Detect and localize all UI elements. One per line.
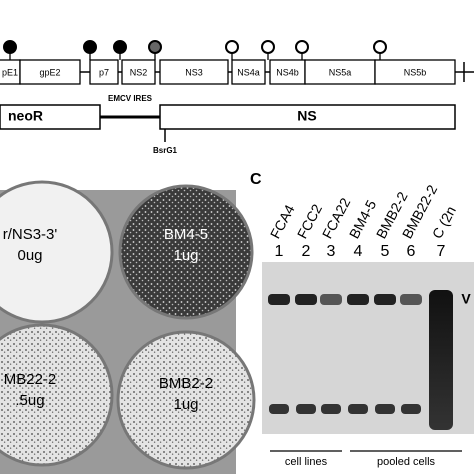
- site-marker: [83, 40, 97, 54]
- smear: [429, 290, 453, 430]
- site-marker: [261, 40, 275, 54]
- group-label: pooled cells: [377, 456, 436, 468]
- lane-number: 6: [407, 243, 416, 260]
- genome-map: pE1 gpE2 p7 NS2 NS3 NS4a NS4b NS5a NS5b: [0, 40, 474, 85]
- plate-name: r/NS3-3': [3, 226, 58, 243]
- lane-number: 1: [275, 243, 284, 260]
- band-upper: [374, 294, 396, 305]
- plate-name: BM4-5: [164, 226, 208, 243]
- site-label: BsrG1: [153, 146, 178, 155]
- band-upper: [347, 294, 369, 305]
- plate-amount: 1ug: [173, 247, 198, 264]
- plate-amount: 0ug: [17, 247, 42, 264]
- gene-label: NS5b: [404, 67, 427, 77]
- lane-number: 5: [381, 243, 390, 260]
- band-lower: [296, 404, 316, 414]
- gene-box: [159, 59, 229, 85]
- lane-number: 4: [354, 243, 363, 260]
- lane-groups: cell lines pooled cells: [270, 450, 462, 468]
- band-lower: [401, 404, 421, 414]
- lane-number: 7: [437, 243, 446, 260]
- gene-box: [231, 59, 266, 85]
- gene-label: NS4b: [276, 67, 299, 77]
- gene-box: [121, 59, 156, 85]
- ires-label: EMCV IRES: [108, 94, 153, 103]
- gene-label: NS5a: [329, 67, 352, 77]
- construct-map: neoR EMCV IRES NS BsrG1: [0, 94, 456, 155]
- site-marker: [148, 40, 162, 54]
- gene-box: [374, 59, 456, 85]
- band-upper: [320, 294, 342, 305]
- band-lower: [269, 404, 289, 414]
- band-upper: [295, 294, 317, 305]
- gene-label: NS4a: [237, 67, 260, 77]
- gene-box: [89, 59, 119, 85]
- plate-amount: .5ug: [15, 392, 44, 409]
- gene-label: gpE2: [39, 67, 60, 77]
- panel-label: C: [250, 171, 262, 188]
- lane-label: FCA4: [267, 202, 298, 241]
- gene-label: p7: [99, 67, 109, 77]
- site-marker: [3, 40, 17, 54]
- band-upper: [400, 294, 422, 305]
- band-lower: [348, 404, 368, 414]
- site-marker: [295, 40, 309, 54]
- band-upper: [268, 294, 290, 305]
- site-marker: [225, 40, 239, 54]
- insert-label: NS: [297, 108, 316, 124]
- plate-labels: r/NS3-3' 0ug BM4-5 1ug MB22-2 .5ug BMB2-2 1ug: [3, 226, 213, 413]
- lane-label: C (2n: [429, 203, 459, 241]
- gene-label: NS3: [185, 67, 203, 77]
- gene-box: [269, 59, 306, 85]
- marker-label: neoR: [8, 108, 43, 124]
- gene-box: [19, 59, 81, 85]
- band-lower: [321, 404, 341, 414]
- plate-name: BMB2-2: [159, 375, 213, 392]
- lane-number: 2: [302, 243, 311, 260]
- band-label: V: [461, 291, 471, 307]
- band-lower: [375, 404, 395, 414]
- gene-label: pE1: [2, 67, 18, 77]
- site-marker: [113, 40, 127, 54]
- plate-amount: 1ug: [173, 396, 198, 413]
- site-marker: [373, 40, 387, 54]
- plate-name: MB22-2: [4, 371, 57, 388]
- lane-number: 3: [327, 243, 336, 260]
- gene-label: NS2: [130, 67, 148, 77]
- group-label: cell lines: [285, 456, 328, 468]
- gene-box: [304, 59, 376, 85]
- plates-photo: [0, 180, 256, 474]
